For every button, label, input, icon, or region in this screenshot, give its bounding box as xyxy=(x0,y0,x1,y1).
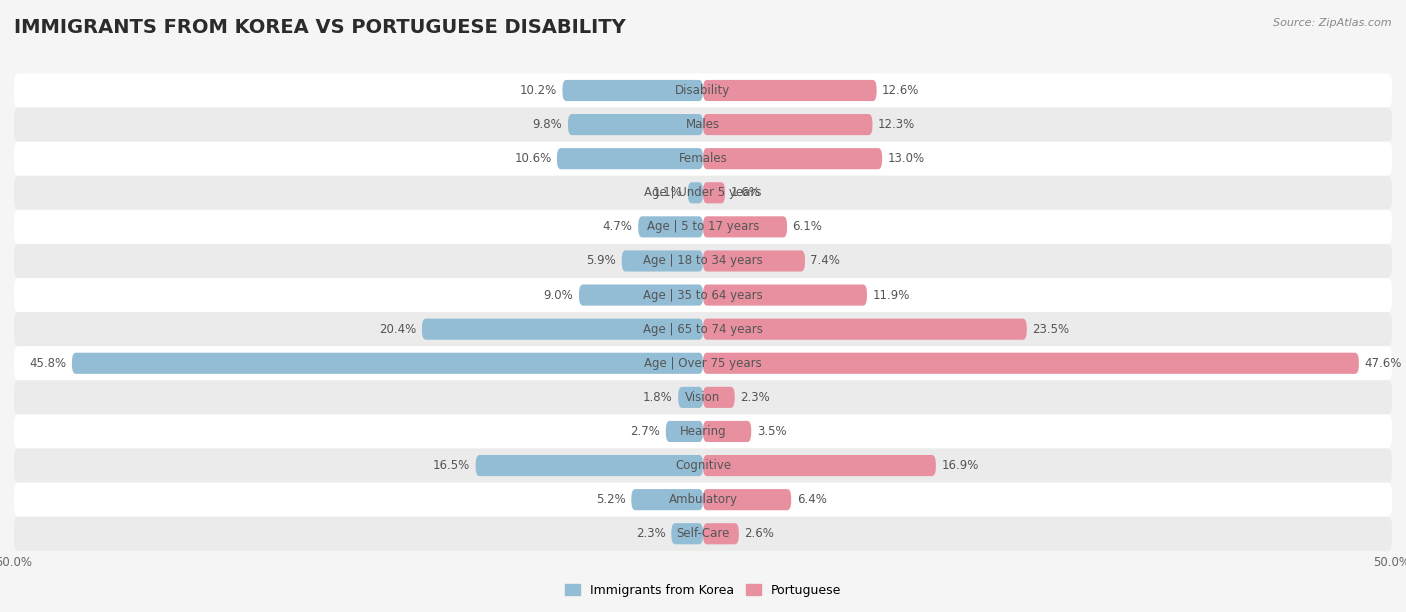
Text: 45.8%: 45.8% xyxy=(30,357,66,370)
FancyBboxPatch shape xyxy=(703,319,1026,340)
FancyBboxPatch shape xyxy=(688,182,703,203)
Text: Age | 18 to 34 years: Age | 18 to 34 years xyxy=(643,255,763,267)
FancyBboxPatch shape xyxy=(666,421,703,442)
Text: 2.6%: 2.6% xyxy=(744,528,775,540)
Text: 5.2%: 5.2% xyxy=(596,493,626,506)
FancyBboxPatch shape xyxy=(14,483,1392,517)
Text: 47.6%: 47.6% xyxy=(1364,357,1402,370)
Text: 9.0%: 9.0% xyxy=(544,289,574,302)
FancyBboxPatch shape xyxy=(72,353,703,374)
FancyBboxPatch shape xyxy=(14,176,1392,210)
Text: 23.5%: 23.5% xyxy=(1032,323,1070,335)
Text: Cognitive: Cognitive xyxy=(675,459,731,472)
Text: 10.2%: 10.2% xyxy=(520,84,557,97)
Text: Age | 5 to 17 years: Age | 5 to 17 years xyxy=(647,220,759,233)
FancyBboxPatch shape xyxy=(579,285,703,305)
Text: 12.3%: 12.3% xyxy=(877,118,915,131)
Text: Source: ZipAtlas.com: Source: ZipAtlas.com xyxy=(1274,18,1392,28)
FancyBboxPatch shape xyxy=(638,216,703,237)
FancyBboxPatch shape xyxy=(703,216,787,237)
Text: 16.9%: 16.9% xyxy=(942,459,979,472)
Text: Ambulatory: Ambulatory xyxy=(668,493,738,506)
FancyBboxPatch shape xyxy=(703,114,873,135)
FancyBboxPatch shape xyxy=(557,148,703,170)
FancyBboxPatch shape xyxy=(703,523,738,544)
FancyBboxPatch shape xyxy=(621,250,703,272)
Text: 11.9%: 11.9% xyxy=(873,289,910,302)
FancyBboxPatch shape xyxy=(703,489,792,510)
FancyBboxPatch shape xyxy=(703,455,936,476)
FancyBboxPatch shape xyxy=(703,353,1358,374)
Legend: Immigrants from Korea, Portuguese: Immigrants from Korea, Portuguese xyxy=(560,579,846,602)
FancyBboxPatch shape xyxy=(14,380,1392,414)
FancyBboxPatch shape xyxy=(14,449,1392,483)
Text: Females: Females xyxy=(679,152,727,165)
Text: 3.5%: 3.5% xyxy=(756,425,786,438)
FancyBboxPatch shape xyxy=(14,312,1392,346)
Text: 5.9%: 5.9% xyxy=(586,255,616,267)
Text: 4.7%: 4.7% xyxy=(603,220,633,233)
Text: 7.4%: 7.4% xyxy=(810,255,841,267)
FancyBboxPatch shape xyxy=(14,278,1392,312)
Text: 12.6%: 12.6% xyxy=(882,84,920,97)
Text: 1.8%: 1.8% xyxy=(643,391,672,404)
FancyBboxPatch shape xyxy=(703,250,806,272)
Text: Age | Under 5 years: Age | Under 5 years xyxy=(644,186,762,200)
FancyBboxPatch shape xyxy=(703,421,751,442)
FancyBboxPatch shape xyxy=(671,523,703,544)
Text: Vision: Vision xyxy=(685,391,721,404)
FancyBboxPatch shape xyxy=(14,141,1392,176)
FancyBboxPatch shape xyxy=(14,108,1392,141)
Text: 13.0%: 13.0% xyxy=(887,152,925,165)
FancyBboxPatch shape xyxy=(703,80,876,101)
FancyBboxPatch shape xyxy=(568,114,703,135)
FancyBboxPatch shape xyxy=(562,80,703,101)
Text: Age | 35 to 64 years: Age | 35 to 64 years xyxy=(643,289,763,302)
Text: 10.6%: 10.6% xyxy=(515,152,551,165)
FancyBboxPatch shape xyxy=(422,319,703,340)
FancyBboxPatch shape xyxy=(631,489,703,510)
FancyBboxPatch shape xyxy=(703,148,882,170)
FancyBboxPatch shape xyxy=(14,244,1392,278)
FancyBboxPatch shape xyxy=(703,387,735,408)
FancyBboxPatch shape xyxy=(14,414,1392,449)
FancyBboxPatch shape xyxy=(475,455,703,476)
Text: 6.4%: 6.4% xyxy=(797,493,827,506)
Text: Males: Males xyxy=(686,118,720,131)
Text: 2.7%: 2.7% xyxy=(630,425,661,438)
FancyBboxPatch shape xyxy=(14,517,1392,551)
Text: 6.1%: 6.1% xyxy=(793,220,823,233)
FancyBboxPatch shape xyxy=(703,285,868,305)
Text: 1.1%: 1.1% xyxy=(652,186,682,200)
Text: 2.3%: 2.3% xyxy=(636,528,666,540)
Text: Disability: Disability xyxy=(675,84,731,97)
FancyBboxPatch shape xyxy=(14,346,1392,380)
Text: 1.6%: 1.6% xyxy=(731,186,761,200)
FancyBboxPatch shape xyxy=(14,210,1392,244)
Text: Self-Care: Self-Care xyxy=(676,528,730,540)
Text: 9.8%: 9.8% xyxy=(533,118,562,131)
Text: Hearing: Hearing xyxy=(679,425,727,438)
Text: Age | Over 75 years: Age | Over 75 years xyxy=(644,357,762,370)
Text: 2.3%: 2.3% xyxy=(740,391,770,404)
FancyBboxPatch shape xyxy=(14,73,1392,108)
Text: 20.4%: 20.4% xyxy=(380,323,416,335)
Text: IMMIGRANTS FROM KOREA VS PORTUGUESE DISABILITY: IMMIGRANTS FROM KOREA VS PORTUGUESE DISA… xyxy=(14,18,626,37)
Text: 16.5%: 16.5% xyxy=(433,459,470,472)
FancyBboxPatch shape xyxy=(678,387,703,408)
Text: Age | 65 to 74 years: Age | 65 to 74 years xyxy=(643,323,763,335)
FancyBboxPatch shape xyxy=(703,182,725,203)
